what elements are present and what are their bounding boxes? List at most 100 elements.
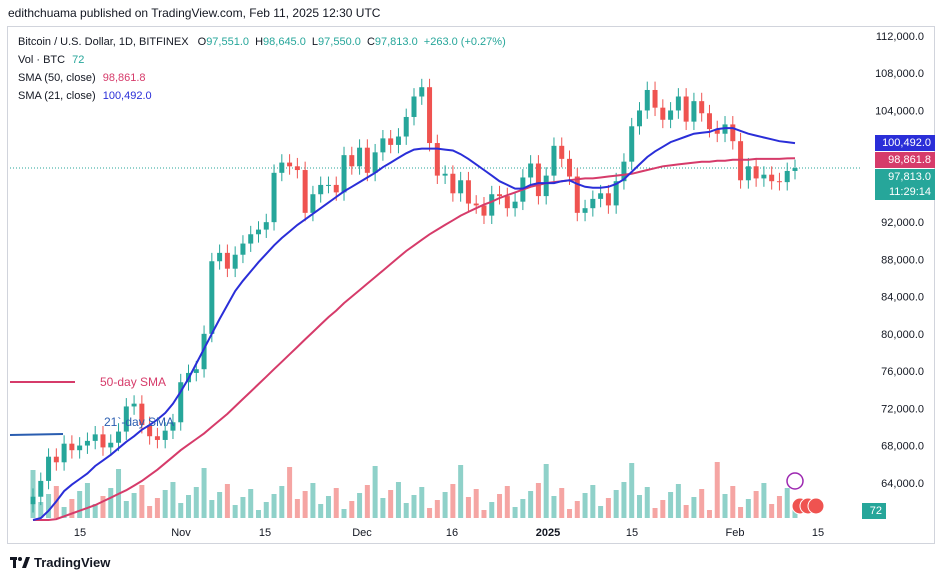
candle-body [131,403,137,407]
candle-body [605,193,611,206]
y-tick-label: 84,000.0 [881,292,924,304]
lightning-event-icon [786,472,804,490]
candle-body [512,201,518,209]
tradingview-footer[interactable]: TradingView [10,555,110,570]
candle-body [263,222,269,230]
candle-body [714,129,720,134]
candle-body [551,145,557,176]
candle-body [598,193,604,199]
y-tick-label: 72,000.0 [881,403,924,415]
candle-body [271,172,277,223]
candle-body [753,166,759,179]
candle-body [574,176,580,213]
volume-bar [792,509,798,518]
volume-bar [380,498,386,518]
tradingview-logo-icon [10,556,30,569]
candle-body [613,181,619,206]
candle-body [473,203,479,206]
y-tick-label: 80,000.0 [881,329,924,341]
volume-bar [193,487,199,518]
volume-bar [512,507,518,518]
candle-body [100,434,106,448]
candle-body [232,254,238,269]
volume-bar [465,497,471,518]
candle-body [411,96,417,117]
badge-sma50: 98,861.8 [875,152,935,168]
volume-bar [551,496,557,518]
volume-bar [209,500,215,518]
volume-bar [46,494,52,518]
candle-body [30,496,36,505]
legend-sma21-label[interactable]: SMA (21, close) [18,90,96,102]
candle-body [224,252,230,269]
x-tick-label: 2025 [536,527,560,539]
legend-sma50-label[interactable]: SMA (50, close) [18,72,96,84]
volume-bar [520,499,526,518]
legend-symbol-row: Bitcoin / U.S. Dollar, 1D, BITFINEX O97,… [18,36,506,48]
volume-bar [77,491,83,518]
volume-bar [147,506,153,518]
volume-bar [458,465,464,518]
candle-body [310,194,316,213]
volume-bar [411,495,417,518]
legend-open: 97,551.0 [206,36,250,48]
volume-bar [567,509,573,518]
legend-symbol[interactable]: Bitcoin / U.S. Dollar, 1D, BITFINEX [18,36,189,48]
volume-bar [240,497,246,518]
candle-body [567,158,573,177]
legend-sma21-row: SMA (21, close) 100,492.0 [18,90,152,102]
volume-bar [582,493,588,518]
badge-volume: 72 [862,503,886,519]
volume-bar [255,510,261,518]
volume-bar [738,507,744,518]
volume-bar [318,504,324,518]
legend-volume-label[interactable]: Vol · BTC [18,54,66,66]
legend-low: 97,550.0 [318,36,361,48]
candle-body [255,229,261,235]
candle-body [590,198,596,209]
volume-bar [170,482,176,518]
candle-body [730,124,736,142]
legend-volume-value: 72 [72,54,85,66]
chart-border [7,26,935,544]
x-tick-label: 15 [74,527,86,539]
volume-bar [745,499,751,518]
candle-body [792,168,798,171]
candle-body [349,155,355,167]
volume-bar [325,496,331,518]
volume-bar [636,495,642,518]
volume-bar [217,492,223,518]
legend-volume-row: Vol · BTC 72 [18,54,84,66]
x-tick-label: Dec [352,527,372,539]
us-flag-event-icon [807,497,825,515]
candle-body [53,456,59,463]
candle-body [294,166,300,171]
volume-bar [302,491,308,518]
candle-body [341,155,347,193]
candle-body [77,445,83,451]
volume-bar [294,499,300,518]
volume-bar [691,497,697,518]
candle-body [147,425,153,437]
volume-bar [761,483,767,518]
volume-bar [629,463,635,518]
candle-body [108,442,114,448]
legend-l-label: L [311,36,319,48]
volume-bar [427,508,433,518]
volume-bar [131,493,137,518]
candle-body [769,174,775,182]
volume-bar [248,489,254,518]
candle-body [388,138,394,145]
volume-bar [154,498,160,518]
x-tick-label: Feb [726,527,745,539]
legend-sma21-value: 100,492.0 [102,90,152,102]
tradingview-brand: TradingView [34,555,111,570]
badge-last-price: 97,813.0 [875,169,935,185]
candle-body [543,175,549,197]
volume-bar [61,507,67,518]
volume-bar [683,505,689,518]
candle-body [333,184,339,193]
volume-bar [722,494,728,518]
candle-body [84,440,90,446]
